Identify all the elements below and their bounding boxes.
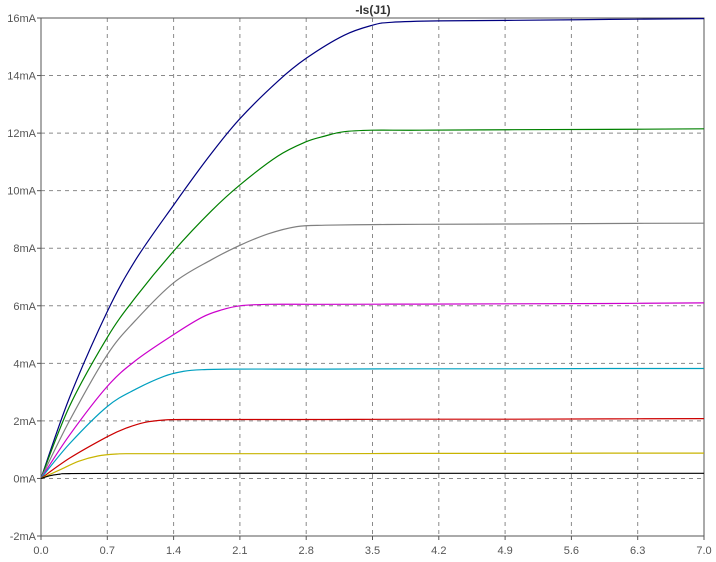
grid [41, 18, 704, 536]
series-layer [40, 18, 705, 479]
series-line-5 [40, 367, 704, 479]
series-line-8 [40, 472, 704, 479]
series-line-3 [40, 222, 705, 479]
series-line-6 [40, 418, 705, 479]
x-tick-label: 0.0 [33, 545, 48, 557]
y-tick-label: 8mA [13, 243, 36, 255]
y-tick-label: -2mA [10, 531, 37, 543]
y-tick-label: 10mA [7, 186, 36, 198]
x-tick-label: 2.1 [232, 545, 247, 557]
x-tick-label: 3.5 [365, 545, 380, 557]
x-tick-label: 2.8 [299, 545, 314, 557]
x-tick-label: 7.0 [696, 545, 711, 557]
series-line-1 [40, 18, 705, 479]
x-tick-label: 4.2 [431, 545, 446, 557]
y-tick-label: 6mA [13, 301, 36, 313]
y-tick-label: 2mA [13, 416, 36, 428]
series-line-4 [40, 302, 705, 479]
x-tick-label: 1.4 [166, 545, 181, 557]
y-tick-label: 12mA [7, 128, 36, 140]
x-tick-label: 5.6 [564, 545, 579, 557]
x-axis-ticks: 0.0 0.7 1.4 2.1 2.8 3.5 4.2 4.9 5.6 6.3 7.0 [33, 536, 712, 557]
y-tick-label: 16mA [7, 13, 36, 25]
x-tick-label: 4.9 [497, 545, 512, 557]
y-axis-ticks: -2mA 0mA 2mA 4mA 6mA 8mA 10mA 12mA 14mA 16mA [7, 13, 41, 543]
series-line-2 [40, 128, 705, 479]
series-line-7 [40, 452, 704, 479]
x-tick-label: 6.3 [630, 545, 645, 557]
y-tick-label: 0mA [13, 473, 36, 485]
y-tick-label: 4mA [13, 358, 36, 370]
x-tick-label: 0.7 [100, 545, 115, 557]
chart-title: -Is(J1) [355, 3, 390, 17]
y-tick-label: 14mA [7, 71, 36, 83]
